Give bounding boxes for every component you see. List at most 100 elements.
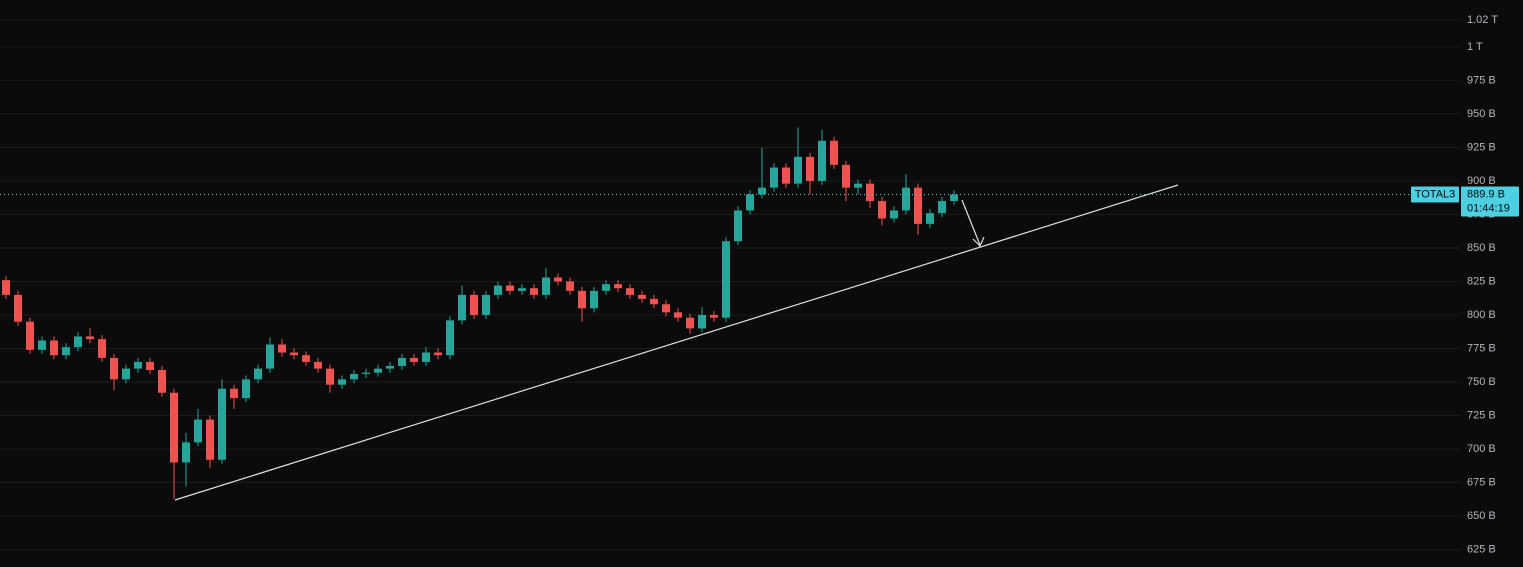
candle-body — [194, 419, 202, 443]
y-tick-label: 825 B — [1467, 275, 1496, 287]
candle-body — [866, 183, 874, 202]
candle-body — [326, 368, 334, 385]
candle-body — [98, 339, 106, 358]
candle-body — [494, 285, 502, 295]
candle-body — [734, 210, 742, 242]
candle-body — [890, 210, 898, 219]
price-tag: TOTAL3 889.9 B 01:44:19 — [0, 186, 1519, 217]
candle-body — [518, 288, 526, 291]
candle-body — [842, 164, 850, 188]
y-tick-label: 850 B — [1467, 242, 1496, 254]
candle-body — [770, 167, 778, 188]
candle-body — [338, 379, 346, 385]
candle-body — [290, 352, 298, 356]
candle-body — [590, 290, 598, 309]
candle-body — [350, 373, 358, 380]
candle-body — [614, 284, 622, 289]
candle-body — [602, 284, 610, 291]
y-tick-label: 975 B — [1467, 74, 1496, 86]
candle-body — [314, 361, 322, 369]
symbol-tag: TOTAL3 — [1415, 188, 1456, 200]
candle-body — [170, 392, 178, 463]
candle-body — [374, 368, 382, 373]
candle-body — [62, 347, 70, 356]
candle-body — [74, 336, 82, 348]
y-tick-label: 700 B — [1467, 443, 1496, 455]
candle-body — [242, 379, 250, 399]
candle-body — [758, 187, 766, 195]
symbol-tag-box — [1411, 186, 1459, 203]
candle-body — [878, 201, 886, 219]
candle-body — [698, 315, 706, 329]
candle-body — [278, 344, 286, 353]
candle-body — [134, 361, 142, 369]
candle-body — [794, 156, 802, 184]
candle-body — [410, 357, 418, 362]
candle-body — [506, 285, 514, 291]
candle-body — [650, 298, 658, 305]
y-tick-label: 750 B — [1467, 376, 1496, 388]
candle-body — [218, 388, 226, 460]
y-tick-label: 650 B — [1467, 510, 1496, 522]
candle-body — [14, 294, 22, 322]
candle-body — [38, 340, 46, 350]
candle-body — [686, 317, 694, 329]
y-tick-label: 1.02 T — [1467, 14, 1498, 26]
y-tick-label: 1 T — [1467, 41, 1483, 53]
arrow — [961, 199, 985, 248]
price-tag-box — [1461, 186, 1519, 217]
y-tick-label: 675 B — [1467, 476, 1496, 488]
candle-body — [950, 194, 958, 202]
countdown: 01:44:19 — [1467, 202, 1510, 214]
candle-body — [302, 355, 310, 362]
candle-body — [626, 288, 634, 295]
candle-body — [662, 304, 670, 313]
candle-body — [146, 361, 154, 370]
candle-body — [854, 183, 862, 188]
candle-body — [26, 321, 34, 350]
candles — [2, 127, 958, 499]
candle-body — [398, 357, 406, 366]
y-tick-label: 900 B — [1467, 175, 1496, 187]
candle-body — [182, 442, 190, 463]
candle-body — [482, 294, 490, 315]
arrow-shaft — [961, 199, 981, 246]
candle-body — [578, 290, 586, 309]
candle-body — [122, 368, 130, 380]
candle-body — [746, 194, 754, 211]
candle-body — [782, 167, 790, 184]
y-tick-label: 725 B — [1467, 409, 1496, 421]
candle-body — [818, 140, 826, 181]
candle-body — [722, 241, 730, 318]
arrow-head — [972, 236, 985, 248]
candle-body — [266, 344, 274, 369]
candle-body — [110, 357, 118, 380]
candle-body — [806, 156, 814, 181]
candle-body — [386, 365, 394, 369]
candle-body — [554, 277, 562, 282]
y-tick-label: 925 B — [1467, 141, 1496, 153]
candle-body — [902, 187, 910, 211]
candle-body — [938, 201, 946, 214]
candle-body — [914, 187, 922, 224]
candle-body — [50, 340, 58, 356]
candle-body — [206, 419, 214, 460]
candle-body — [434, 352, 442, 356]
candle-body — [86, 336, 94, 340]
candle-body — [158, 369, 166, 393]
candle-body — [530, 288, 538, 295]
y-tick-label: 775 B — [1467, 342, 1496, 354]
candle-body — [566, 281, 574, 291]
candle-body — [446, 320, 454, 356]
candle-body — [458, 294, 466, 321]
candle-body — [422, 352, 430, 362]
candle-body — [710, 315, 718, 318]
candle-body — [470, 294, 478, 315]
candle-body — [2, 280, 10, 295]
candle-body — [638, 294, 646, 299]
candle-body — [362, 372, 370, 374]
y-tick-label: 800 B — [1467, 309, 1496, 321]
